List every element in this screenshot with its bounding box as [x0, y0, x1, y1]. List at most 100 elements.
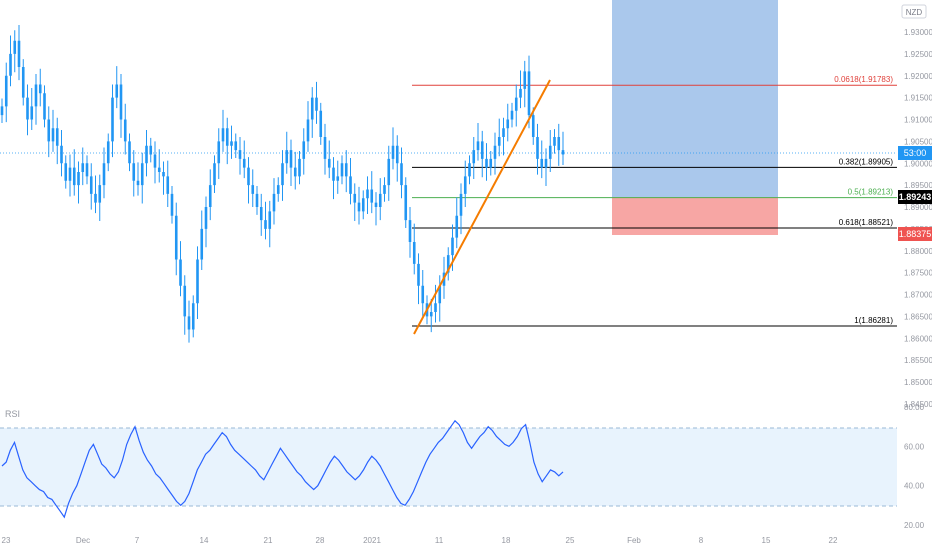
symbol-badge-box	[901, 4, 927, 19]
candle-body	[489, 158, 493, 168]
candle-body	[374, 202, 378, 207]
candle-body	[200, 228, 204, 260]
time-tick-label: 23	[2, 536, 11, 545]
candle-body	[119, 84, 123, 120]
rsi-axis: 80.00 60.00 40.00 20.00	[904, 403, 925, 530]
candle-body	[34, 84, 38, 107]
candle-body	[242, 158, 246, 168]
candle-body	[281, 163, 284, 186]
price-tick-label: 1.84500	[904, 400, 932, 409]
candle-body	[145, 145, 148, 164]
candle-body	[238, 150, 242, 159]
candle-body	[26, 97, 29, 120]
candle-body	[289, 150, 293, 168]
candle-body	[68, 167, 72, 181]
candle-body	[446, 255, 450, 273]
candle-body	[251, 185, 255, 194]
candle-body	[9, 53, 12, 76]
candle-body	[357, 202, 361, 212]
candle-body	[191, 303, 195, 330]
candle-body	[183, 285, 187, 317]
candle-body	[370, 189, 374, 203]
time-tick-label: 21	[264, 536, 273, 545]
candle-body	[493, 145, 497, 159]
candle-body	[0, 106, 4, 116]
symbol-badge[interactable]: NZD	[906, 8, 923, 17]
trendline[interactable]	[413, 79, 551, 335]
price-axis[interactable]: 1.93000 1.92500 1.92000 1.91500 1.91000 1.905…	[904, 28, 932, 409]
candle-body	[502, 128, 505, 137]
candle-body	[468, 163, 471, 177]
candle-body	[47, 119, 51, 142]
price-tick-label: 1.86000	[904, 334, 932, 343]
candle-body	[327, 158, 331, 168]
candle-body	[557, 137, 561, 151]
candle-body	[255, 193, 259, 207]
candle-body	[293, 167, 297, 177]
candle-body	[64, 163, 68, 181]
candle-body	[213, 163, 216, 186]
candle-body	[506, 119, 510, 129]
candle-body	[21, 67, 25, 98]
candle-body	[230, 141, 233, 146]
candle-body	[13, 40, 17, 54]
candle-body	[128, 141, 131, 164]
price-tick-label: 1.90000	[904, 159, 932, 168]
candle-body	[306, 119, 310, 142]
candle-body	[319, 110, 323, 137]
candle-body	[548, 145, 552, 159]
candle-body	[540, 158, 544, 168]
candle-body	[298, 158, 301, 177]
candle-body	[544, 158, 548, 168]
candle-body	[196, 259, 199, 304]
time-tick-label: 15	[762, 536, 771, 545]
candle-body	[187, 316, 191, 330]
candle-body	[276, 185, 280, 194]
candle-body	[463, 176, 467, 194]
candle-body	[323, 137, 327, 159]
candle-body	[149, 145, 153, 155]
fibonacci-retracement[interactable]: 0.0618(1.91783) 0.382(1.89905) 0.5(1.89213…	[412, 75, 897, 327]
candle-body	[480, 141, 484, 159]
candle-body	[89, 176, 93, 194]
time-tick-label: 8	[699, 536, 704, 545]
time-tick-label: 25	[566, 536, 575, 545]
stop-price-tag-text: 1.88375	[899, 229, 932, 239]
candle-body	[162, 172, 165, 177]
candle-body	[136, 180, 140, 186]
rsi-line	[1, 419, 564, 519]
candle-body	[472, 150, 476, 164]
fib-level-label: 1(1.86281)	[854, 316, 893, 325]
candle-body	[72, 167, 76, 186]
candle-body	[344, 163, 348, 177]
candle-body	[434, 303, 437, 312]
candle-body	[272, 193, 276, 212]
candle-body	[510, 110, 514, 120]
candle-body	[332, 167, 335, 181]
candle-body	[519, 88, 522, 98]
rsi-label: RSI	[5, 409, 20, 419]
time-axis[interactable]: 23 Dec 7 14 21 28 2021 11 18 25 Feb 8 15 22	[2, 536, 838, 545]
time-tick-label: Feb	[627, 536, 641, 545]
candle-body	[51, 128, 55, 142]
candle-body	[268, 211, 272, 229]
candle-body	[132, 163, 136, 181]
long-position-target-zone[interactable]	[612, 0, 778, 197]
time-tick-label: Dec	[76, 536, 90, 545]
candle-body	[259, 207, 263, 221]
candle-body	[383, 185, 386, 194]
candle-body	[115, 84, 119, 98]
price-tick-label: 1.87500	[904, 269, 932, 278]
price-tick-label: 1.86500	[904, 312, 932, 321]
stop-price-tag	[898, 227, 932, 241]
candle-body	[43, 93, 46, 120]
candle-body	[366, 189, 369, 199]
candle-body	[531, 115, 535, 137]
candle-body	[285, 150, 289, 164]
long-position-stop-zone[interactable]	[612, 197, 778, 235]
rsi-band	[0, 428, 897, 506]
rsi-tick-label: 60.00	[904, 442, 925, 451]
candle-body	[85, 163, 89, 177]
candle-body	[94, 193, 97, 203]
